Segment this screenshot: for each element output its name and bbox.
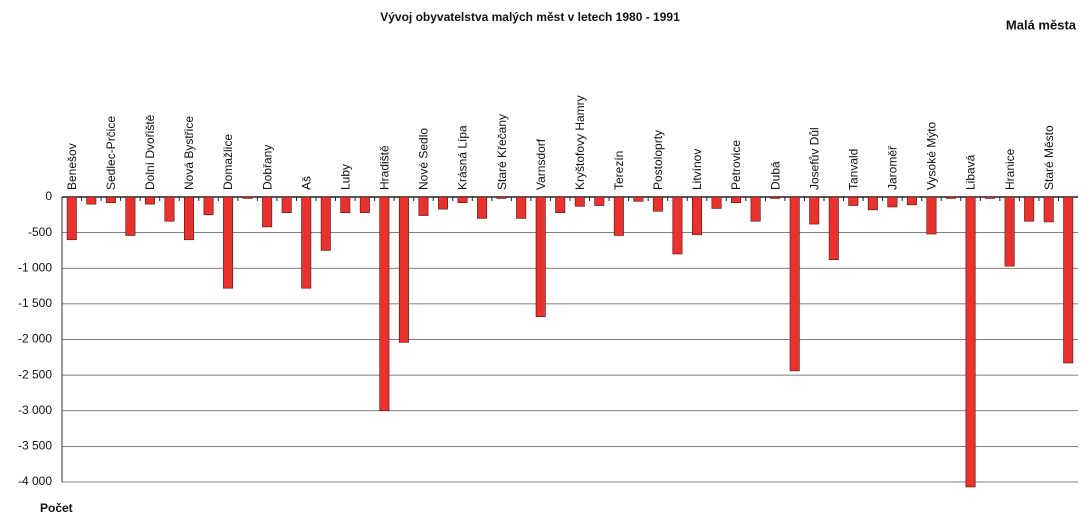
- bar: [965, 196, 976, 488]
- x-tick-label: Tanvald: [846, 149, 860, 190]
- x-tick-label: Kryštofovy Hamry: [573, 95, 587, 190]
- x-tick-label: Libavá: [964, 154, 978, 190]
- bar: [535, 196, 546, 317]
- bar: [379, 196, 390, 412]
- bar: [457, 196, 468, 203]
- x-tick-label: Petrovice: [729, 140, 743, 190]
- bar: [359, 196, 370, 213]
- bar: [1004, 196, 1015, 267]
- x-tick-label: Luby: [338, 164, 352, 190]
- bar: [985, 196, 996, 199]
- bar: [86, 196, 97, 205]
- x-tick-label: Nová Bystřice: [182, 116, 196, 190]
- bar: [555, 196, 566, 213]
- x-tick-label: Staré Křečany: [495, 114, 509, 190]
- x-tick-label: Aš: [299, 176, 313, 190]
- y-tick-label: -3 500: [18, 439, 52, 453]
- bar: [692, 196, 702, 236]
- bar: [320, 196, 331, 251]
- bar: [1024, 196, 1035, 222]
- bar: [340, 196, 351, 213]
- bar: [633, 196, 644, 202]
- y-tick-label: -500: [28, 225, 52, 239]
- bar: [281, 196, 292, 213]
- x-tick-label: Varnsdorf: [534, 138, 548, 190]
- bar: [105, 196, 116, 203]
- bar: [711, 196, 722, 209]
- x-tick-label: Terezín: [612, 151, 626, 190]
- bar: [613, 196, 624, 236]
- bar: [574, 196, 585, 207]
- y-tick-label: -2 000: [18, 332, 52, 346]
- bar: [809, 196, 820, 225]
- bar: [477, 196, 488, 219]
- x-tick-label: Benešov: [65, 143, 79, 190]
- bar: [418, 196, 429, 216]
- x-tick-label: Jaroměř: [886, 145, 900, 190]
- bar: [594, 196, 605, 206]
- x-tick-label: Litvínov: [690, 149, 704, 190]
- y-axis-label: Počet: [40, 501, 73, 515]
- chart-subtitle: Malá města: [1006, 17, 1077, 32]
- bar: [731, 196, 742, 203]
- x-tick-label: Dubá: [768, 161, 782, 190]
- x-tick-label: Domažlice: [221, 134, 235, 190]
- bar: [828, 196, 839, 261]
- bar: [1043, 196, 1054, 223]
- x-tick-label: Krásná Lípa: [456, 125, 470, 190]
- bar: [438, 196, 448, 210]
- bar: [301, 196, 312, 289]
- y-tick-label: -4 000: [18, 474, 52, 488]
- chart-title: Vývoj obyvatelstva malých měst v letech …: [380, 10, 680, 24]
- bar: [184, 196, 194, 241]
- bar: [262, 196, 273, 228]
- y-tick-label: -1 000: [18, 260, 52, 274]
- bar: [789, 196, 800, 372]
- bar: [867, 196, 878, 211]
- bar: [906, 196, 917, 206]
- bar: [672, 196, 683, 255]
- bar: [223, 196, 234, 289]
- bar: [203, 196, 214, 216]
- x-tick-label: Hradiště: [378, 145, 392, 190]
- bar: [946, 196, 956, 199]
- bar: [66, 196, 77, 241]
- y-tick-label: -1 500: [18, 296, 52, 310]
- y-tick-label: -3 000: [18, 403, 52, 417]
- bar: [125, 196, 136, 236]
- x-tick-label: Hranice: [1003, 148, 1017, 190]
- bar: [242, 196, 253, 199]
- x-tick-label: Josefův Důl: [807, 127, 821, 190]
- x-tick-label: Nové Sedlo: [417, 128, 431, 190]
- y-tick-label: 0: [45, 189, 52, 203]
- bar: [926, 196, 937, 235]
- x-tick-label: Dolní Dvořiště: [143, 114, 157, 190]
- bar: [164, 196, 175, 222]
- y-tick-label: -2 500: [18, 367, 52, 381]
- bar: [848, 196, 859, 206]
- bar: [750, 196, 761, 222]
- bar: [496, 196, 507, 199]
- x-tick-label: Dobřany: [260, 145, 274, 190]
- x-tick-label: Sedlec-Prčice: [104, 116, 118, 190]
- bar: [516, 196, 527, 219]
- bar: [144, 196, 155, 205]
- x-tick-label: Staré Město: [1042, 125, 1056, 190]
- x-tick-label: Postoloprty: [651, 130, 665, 190]
- bar: [652, 196, 663, 212]
- bar: [770, 196, 781, 199]
- bar: [1063, 196, 1074, 364]
- bar: [887, 196, 898, 208]
- x-tick-label: Vysoké Mýto: [925, 121, 939, 190]
- bar: [398, 196, 409, 343]
